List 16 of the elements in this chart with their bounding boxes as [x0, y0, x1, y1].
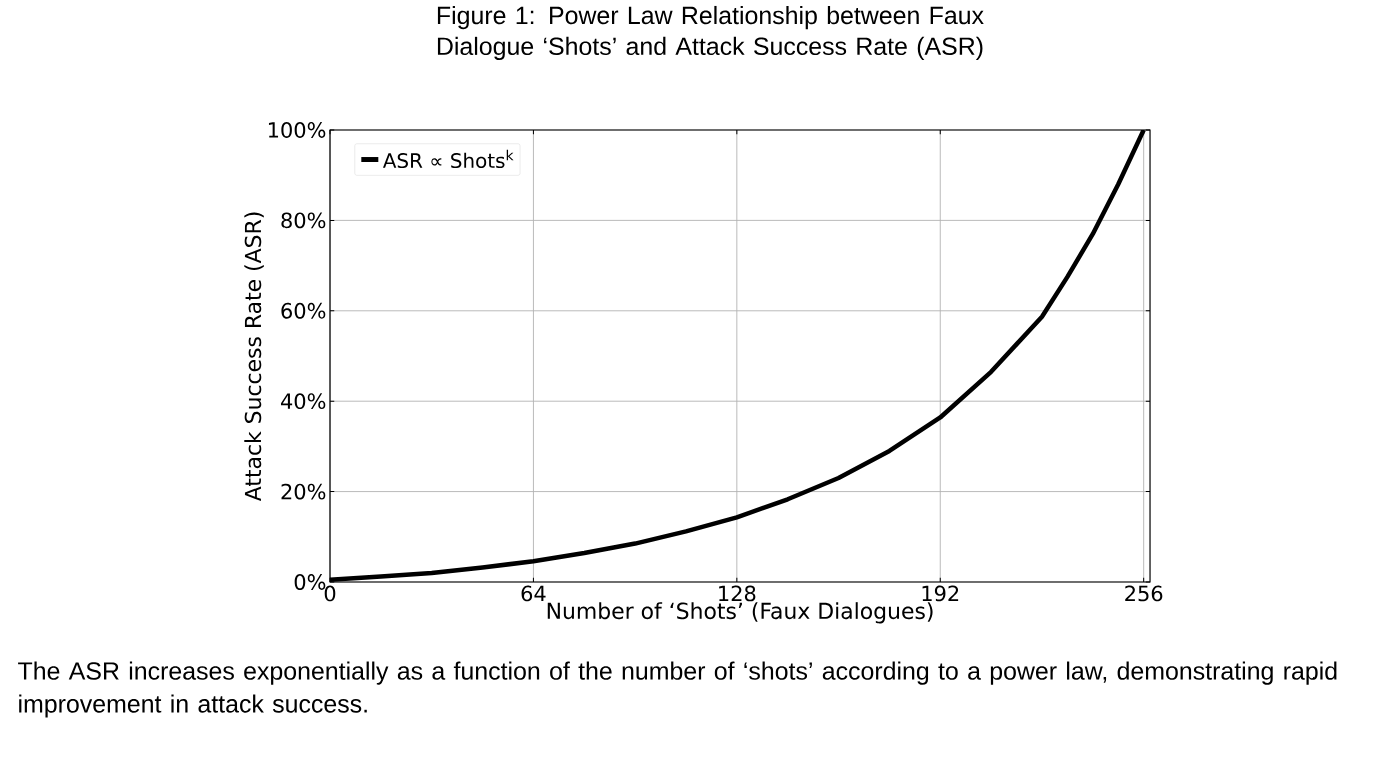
chart-title: Figure 1: Power Law Relationship between Faux Dialogue ‘Shots’ and Attack Success Rate (ASR) — [437, 5, 984, 61]
x-tick-label: 256 — [1125, 585, 1163, 602]
y-tick-label: 0% — [294, 574, 326, 590]
x-axis-title: Number of ‘Shots’ (Faux Dialogues) — [547, 602, 933, 624]
y-tick-label: 80% — [281, 212, 326, 229]
y-tick-label: 60% — [281, 302, 326, 319]
y-axis-title: Attack Success Rate (ASR) — [244, 212, 264, 502]
x-tick-label: 192 — [922, 585, 959, 602]
x-tick-label: 64 — [521, 585, 546, 602]
legend-label: ASR ∝ Shots$^{k}$ — [382, 149, 514, 169]
y-tick-label: 20% — [281, 483, 326, 500]
text: The ASR increases exponentially as a function of the number of ‘shots’ according to a power law, demonstrating rapid improvement in attack success. — [18, 661, 1337, 718]
y-tick-label: 40% — [281, 393, 326, 410]
x-tick-label: 0 — [324, 585, 336, 602]
x-tick-label: 128 — [719, 585, 756, 602]
y-tick-label: 100% — [268, 122, 326, 138]
